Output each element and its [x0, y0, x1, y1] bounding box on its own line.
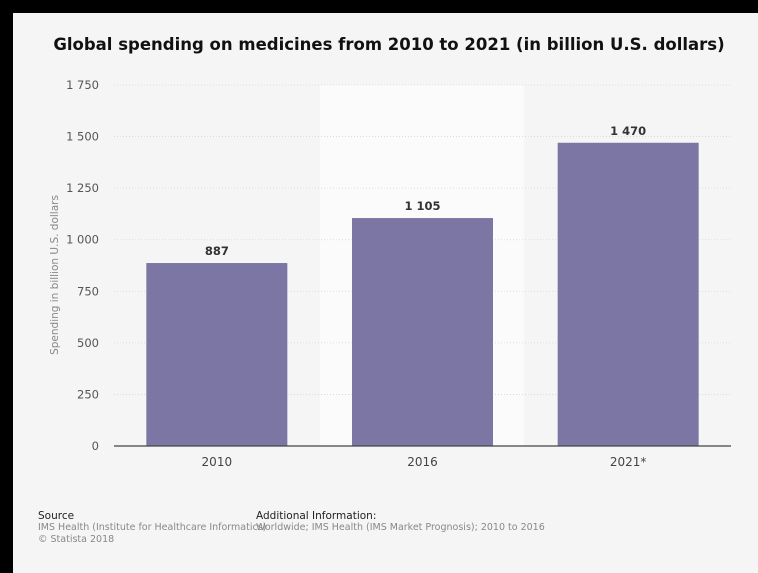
bar — [352, 218, 493, 446]
y-axis-label: Spending in billion U.S. dollars — [49, 195, 61, 355]
chart-frame: Global spending on medicines from 2010 t… — [13, 13, 758, 573]
y-tick-label: 1 500 — [66, 130, 99, 144]
y-tick-label: 1 000 — [66, 233, 99, 247]
x-tick-label: 2021* — [610, 455, 647, 469]
chart-title: Global spending on medicines from 2010 t… — [53, 35, 724, 54]
x-tick-label: 2010 — [202, 455, 233, 469]
bar — [146, 263, 288, 446]
bar — [557, 142, 699, 446]
copyright: © Statista 2018 — [38, 534, 115, 545]
y-tick-label: 1 750 — [66, 78, 99, 92]
source-heading: Source — [38, 510, 75, 522]
data-label: 1 105 — [404, 199, 440, 213]
x-tick-label: 2016 — [407, 455, 438, 469]
y-tick-label: 250 — [77, 387, 99, 401]
y-tick-label: 750 — [77, 284, 99, 298]
data-label: 887 — [205, 244, 229, 258]
additional-info-heading: Additional Information: — [256, 510, 377, 522]
additional-info-block: Additional Information: Worldwide; IMS H… — [256, 510, 545, 534]
source-text: IMS Health (Institute for Healthcare Inf… — [38, 522, 267, 533]
y-tick-label: 500 — [77, 336, 99, 350]
bar-chart: Global spending on medicines from 2010 t… — [49, 35, 731, 469]
y-tick-label: 1 250 — [66, 181, 99, 195]
additional-info-text: Worldwide; IMS Health (IMS Market Progno… — [256, 522, 545, 533]
source-block: Source IMS Health (Institute for Healthc… — [38, 510, 266, 546]
data-label: 1 470 — [610, 124, 646, 138]
y-tick-label: 0 — [92, 439, 99, 453]
